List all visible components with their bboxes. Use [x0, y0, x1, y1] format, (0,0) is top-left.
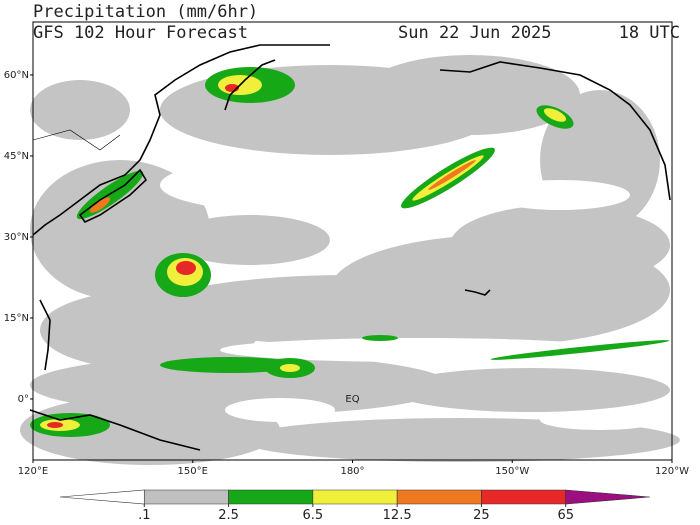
precip-color — [30, 67, 670, 437]
coastlines — [29, 44, 671, 451]
colorbar-segment — [143, 489, 229, 505]
colorbar-label: 12.5 — [383, 508, 412, 523]
time: 18 UTC — [619, 23, 680, 43]
colorbar-label: 65 — [557, 508, 574, 523]
precip-gray — [20, 55, 680, 465]
title: Precipitation (mm/6hr) — [33, 2, 258, 22]
lon-tick-label: 120°W — [655, 466, 689, 477]
colorbar-segment — [312, 489, 398, 505]
colorbar-segment — [396, 489, 482, 505]
lon-tick-label: 150°E — [178, 466, 208, 477]
colorbar-label: .1 — [138, 508, 150, 523]
colorbar-segment — [481, 489, 567, 505]
colorbar-label: 6.5 — [303, 508, 324, 523]
lat-tick-label: 60°N — [4, 70, 29, 81]
lon-tick-label: 120°E — [18, 466, 48, 477]
lat-tick-label: 30°N — [4, 232, 29, 243]
precip-white-gaps — [160, 157, 660, 430]
lat-tick-label: 45°N — [4, 151, 29, 162]
lat-tick-label: 0° — [18, 394, 29, 405]
colorbar-segment — [59, 489, 145, 505]
date: Sun 22 Jun 2025 — [398, 23, 552, 43]
colorbar-segment — [565, 489, 651, 505]
lon-tick-label: 180° — [340, 466, 364, 477]
colorbar-label: 25 — [473, 508, 490, 523]
colorbar-segment — [228, 489, 314, 505]
lat-tick-label: 15°N — [4, 313, 29, 324]
equator-label: EQ — [345, 394, 359, 405]
lon-tick-label: 150°W — [495, 466, 529, 477]
colorbar-label: 2.5 — [218, 508, 239, 523]
subtitle: GFS 102 Hour Forecast — [33, 23, 248, 43]
